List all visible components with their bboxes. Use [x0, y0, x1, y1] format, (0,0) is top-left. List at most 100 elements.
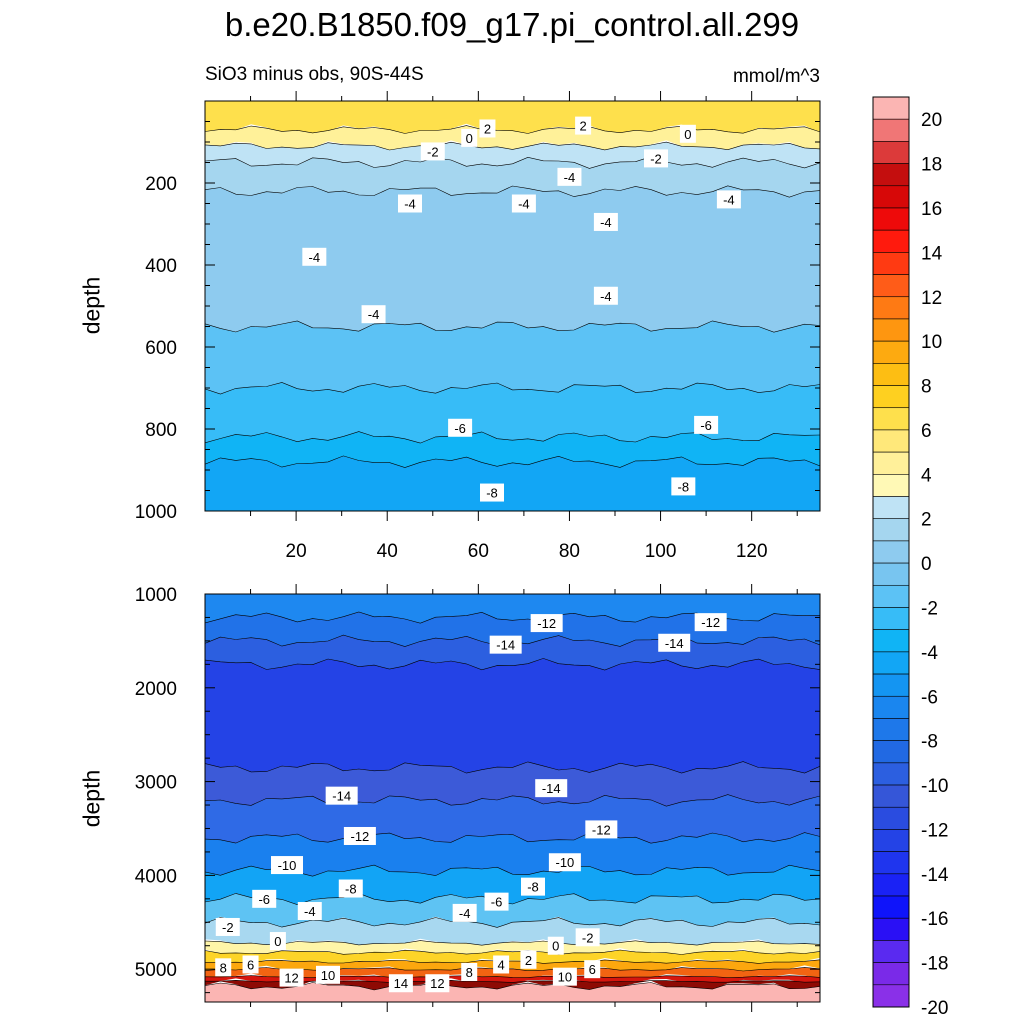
- svg-text:-14: -14: [496, 638, 515, 653]
- contour-labels: 2 20 0-2 -2-4-4 -4-4-4-4-4-4-6 -6-8 -8-12 -12-1…: [215, 116, 741, 993]
- svg-text:-10: -10: [278, 858, 297, 873]
- top-contour-line-1: [205, 125, 820, 134]
- bottom-y-tick-label: 4000: [135, 866, 177, 887]
- svg-text:-4: -4: [723, 192, 735, 207]
- top-y-tick-label: 800: [145, 420, 177, 441]
- bottom-contour-label: 4: [493, 955, 510, 974]
- bottom-contour-line-13: [205, 967, 820, 972]
- svg-text:-4: -4: [518, 197, 530, 212]
- top-contour-line-4: [205, 185, 820, 198]
- svg-text:0: 0: [552, 939, 559, 954]
- svg-text:-8: -8: [527, 880, 539, 895]
- svg-text:-6: -6: [700, 418, 712, 433]
- top-y-tick-label: 400: [145, 256, 177, 277]
- colorbar-swatch: [872, 496, 910, 520]
- top-contour-line-3: [205, 156, 820, 169]
- svg-text:-2: -2: [222, 920, 234, 935]
- top-y-tick-label: 600: [145, 338, 177, 359]
- top-contour-label: -8: [480, 483, 504, 502]
- svg-text:-8: -8: [486, 486, 498, 501]
- top-contour-label: -4: [593, 212, 618, 231]
- top-contour-label: -4: [361, 305, 386, 324]
- top-contour-label: 2: [479, 119, 496, 138]
- colorbar-swatch: [872, 274, 910, 298]
- top-contour-label: -2: [420, 142, 445, 161]
- top-x-tick-label: 60: [468, 541, 489, 562]
- colorbar-tick-label: 8: [921, 377, 932, 398]
- svg-text:-6: -6: [258, 892, 270, 907]
- svg-text:10: 10: [321, 968, 335, 983]
- svg-text:-6: -6: [454, 421, 466, 436]
- colorbar-tick-label: 14: [921, 243, 943, 264]
- colorbar-swatch: [872, 940, 910, 963]
- colorbar-swatch: [872, 984, 910, 1008]
- bottom-contour-label: -2: [575, 928, 600, 947]
- svg-text:-14: -14: [332, 789, 351, 804]
- bottom-contour-label: 12: [425, 974, 450, 993]
- colorbar-tick-label: 10: [921, 332, 942, 353]
- colorbar-tick-label: 12: [921, 288, 942, 309]
- svg-text:0: 0: [274, 934, 281, 949]
- colorbar-tick-label: 0: [921, 554, 932, 575]
- colorbar-swatch: [872, 829, 910, 852]
- bottom-contour-line-12: [205, 959, 820, 964]
- svg-text:-4: -4: [404, 197, 416, 212]
- bottom-contour-label: 0: [269, 932, 286, 951]
- svg-text:-8: -8: [678, 479, 690, 494]
- svg-text:-10: -10: [555, 855, 574, 870]
- bottom-contour-band-14: [205, 975, 820, 985]
- svg-text:-2: -2: [650, 151, 662, 166]
- svg-text:-14: -14: [542, 781, 561, 796]
- colorbar-swatch: [872, 962, 910, 986]
- colorbar-swatch: [872, 718, 910, 741]
- colorbar-swatch: [872, 629, 910, 653]
- bottom-contour-line-5: [205, 794, 820, 807]
- bottom-contour-line-14: [205, 975, 820, 979]
- bottom-contour-label: -8: [338, 879, 363, 898]
- bottom-contour-label: -14: [489, 635, 522, 654]
- top-contour-band-4: [205, 185, 820, 333]
- svg-text:-4: -4: [368, 307, 380, 322]
- chart-title: b.e20.B1850.f09_g17.pi_control.all.299: [224, 6, 800, 43]
- bottom-contour-label: 6: [584, 960, 601, 979]
- bottom-contour-line-15: [205, 979, 820, 983]
- bottom-contour-line-10: [205, 940, 820, 946]
- top-contour-band-7: [205, 431, 820, 468]
- svg-text:0: 0: [684, 127, 691, 142]
- bottom-contour-label: -12: [530, 614, 563, 633]
- bottom-y-tick-label: 5000: [135, 960, 177, 981]
- svg-text:-14: -14: [665, 636, 684, 651]
- colorbar-tick-label: -2: [921, 598, 938, 619]
- bottom-contour-label: -2: [215, 917, 240, 936]
- bottom-contour-label: 6: [242, 955, 259, 974]
- colorbar-tick-label: -8: [921, 732, 938, 753]
- bottom-contour-label: -10: [548, 853, 581, 872]
- svg-text:6: 6: [589, 962, 596, 977]
- colorbar-tick-label: -20: [921, 998, 948, 1019]
- chart-subtitle-units: mmol/m^3: [732, 66, 820, 87]
- bottom-contour-line-9: [205, 917, 820, 928]
- colorbar-swatch: [872, 917, 910, 941]
- top-contour-line-7: [205, 431, 820, 444]
- colorbar-swatch: [872, 607, 910, 630]
- colorbar-swatch: [872, 407, 910, 431]
- colorbar-swatch: [872, 895, 910, 919]
- colorbar-frame: [872, 96, 910, 1008]
- colorbar-swatch: [872, 340, 910, 364]
- bottom-contour-band-4: [205, 761, 820, 807]
- bottom-contour-label: -14: [325, 786, 358, 805]
- bottom-contour-label: -6: [252, 889, 277, 908]
- svg-text:-12: -12: [592, 822, 611, 837]
- bottom-contour-label: -4: [452, 903, 477, 922]
- top-contour-label: -8: [671, 477, 696, 496]
- colorbar-tick-label: -16: [921, 909, 948, 930]
- bottom-contour-line-3: [205, 658, 820, 671]
- svg-text:-6: -6: [491, 895, 503, 910]
- colorbar-swatch: [872, 141, 910, 164]
- top-x-tick-label: 40: [377, 541, 398, 562]
- colorbar-swatch: [872, 851, 910, 875]
- colorbar-swatch: [872, 229, 910, 253]
- svg-text:4: 4: [497, 957, 504, 972]
- colorbar-tick-label: 20: [921, 110, 942, 131]
